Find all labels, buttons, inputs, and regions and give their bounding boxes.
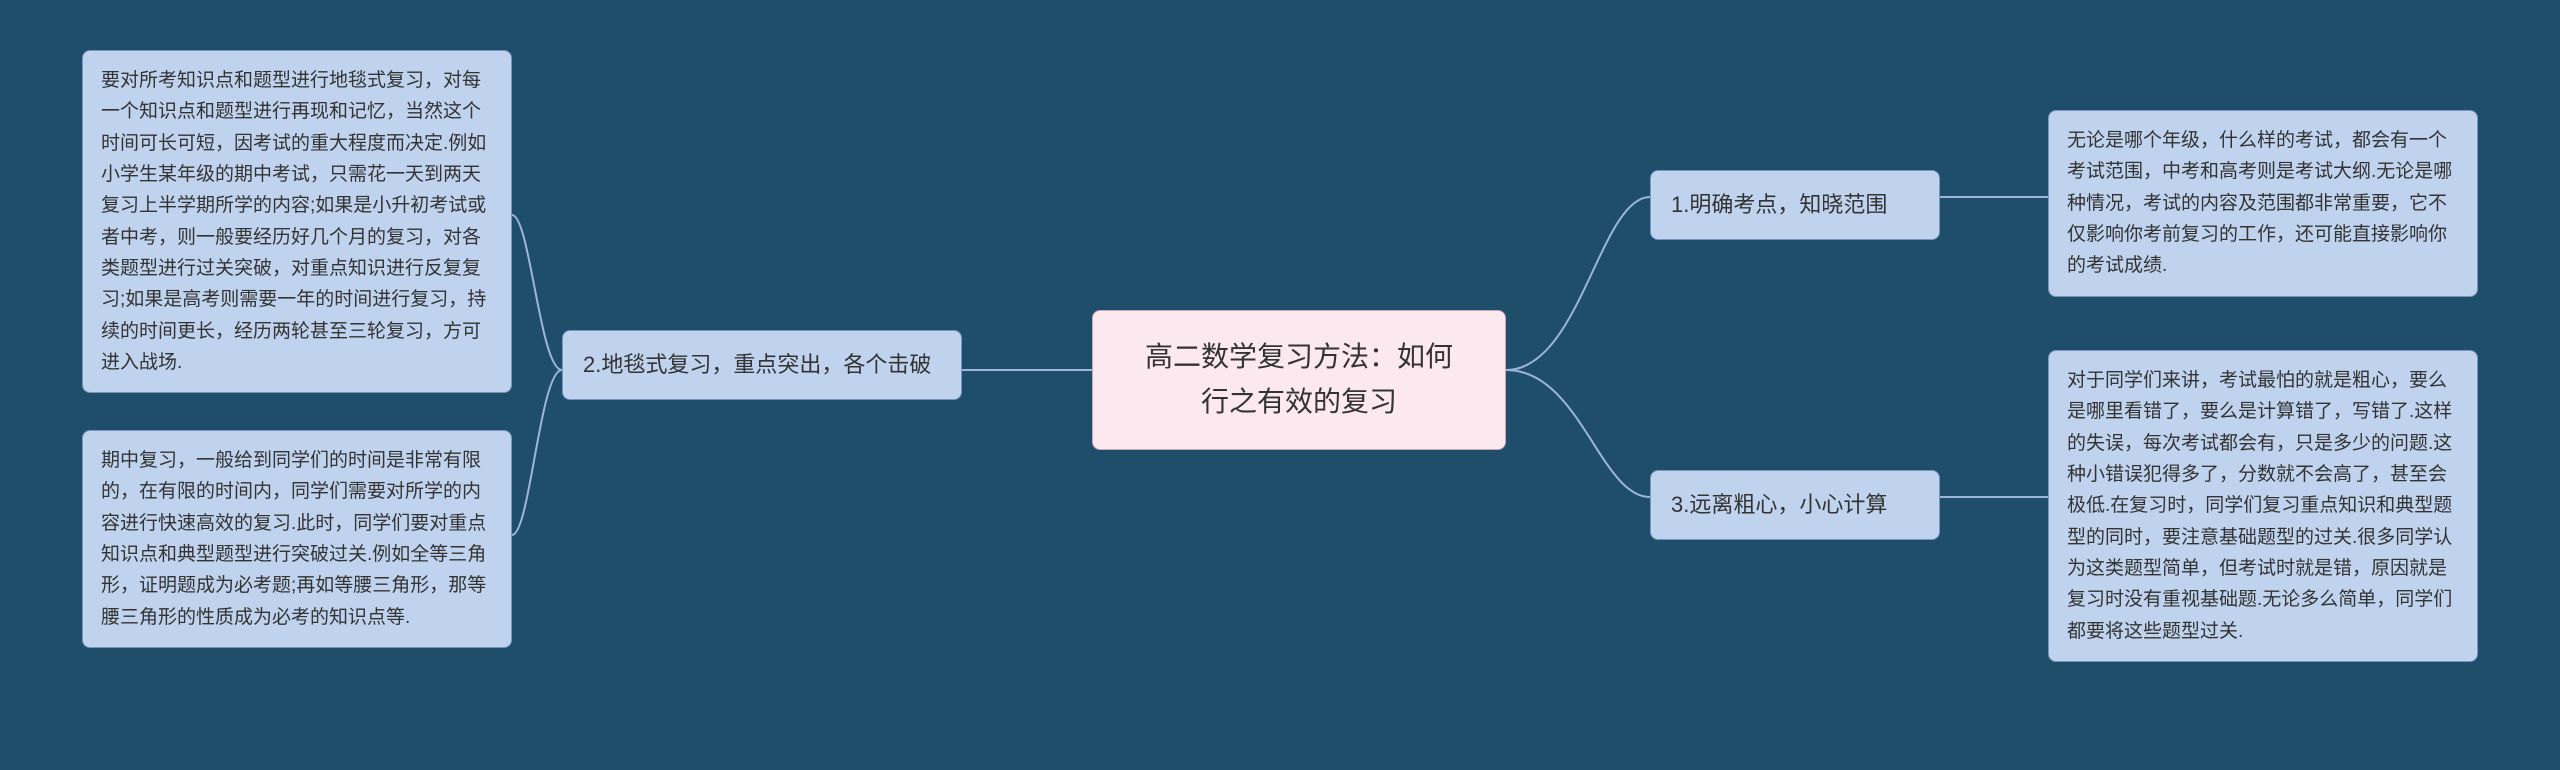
branch-3-label: 3.远离粗心，小心计算 [1671, 492, 1887, 517]
branch-1-label: 1.明确考点，知晓范围 [1671, 192, 1887, 217]
leaf-3[interactable]: 对于同学们来讲，考试最怕的就是粗心，要么是哪里看错了，要么是计算错了，写错了.这… [2048, 350, 2478, 662]
center-text: 高二数学复习方法：如何行之有效的复习 [1145, 341, 1453, 417]
leaf-3-text: 对于同学们来讲，考试最怕的就是粗心，要么是哪里看错了，要么是计算错了，写错了.这… [2067, 370, 2452, 642]
leaf-2a[interactable]: 要对所考知识点和题型进行地毯式复习，对每一个知识点和题型进行再现和记忆，当然这个… [82, 50, 512, 393]
branch-3[interactable]: 3.远离粗心，小心计算 [1650, 470, 1940, 540]
branch-2-label: 2.地毯式复习，重点突出，各个击破 [583, 352, 931, 377]
leaf-1[interactable]: 无论是哪个年级，什么样的考试，都会有一个考试范围，中考和高考则是考试大纲.无论是… [2048, 110, 2478, 297]
leaf-2b[interactable]: 期中复习，一般给到同学们的时间是非常有限的，在有限的时间内，同学们需要对所学的内… [82, 430, 512, 648]
leaf-1-text: 无论是哪个年级，什么样的考试，都会有一个考试范围，中考和高考则是考试大纲.无论是… [2067, 130, 2452, 276]
branch-2[interactable]: 2.地毯式复习，重点突出，各个击破 [562, 330, 962, 400]
leaf-2b-text: 期中复习，一般给到同学们的时间是非常有限的，在有限的时间内，同学们需要对所学的内… [101, 450, 486, 628]
center-node[interactable]: 高二数学复习方法：如何行之有效的复习 [1092, 310, 1506, 450]
branch-1[interactable]: 1.明确考点，知晓范围 [1650, 170, 1940, 240]
leaf-2a-text: 要对所考知识点和题型进行地毯式复习，对每一个知识点和题型进行再现和记忆，当然这个… [101, 70, 486, 373]
